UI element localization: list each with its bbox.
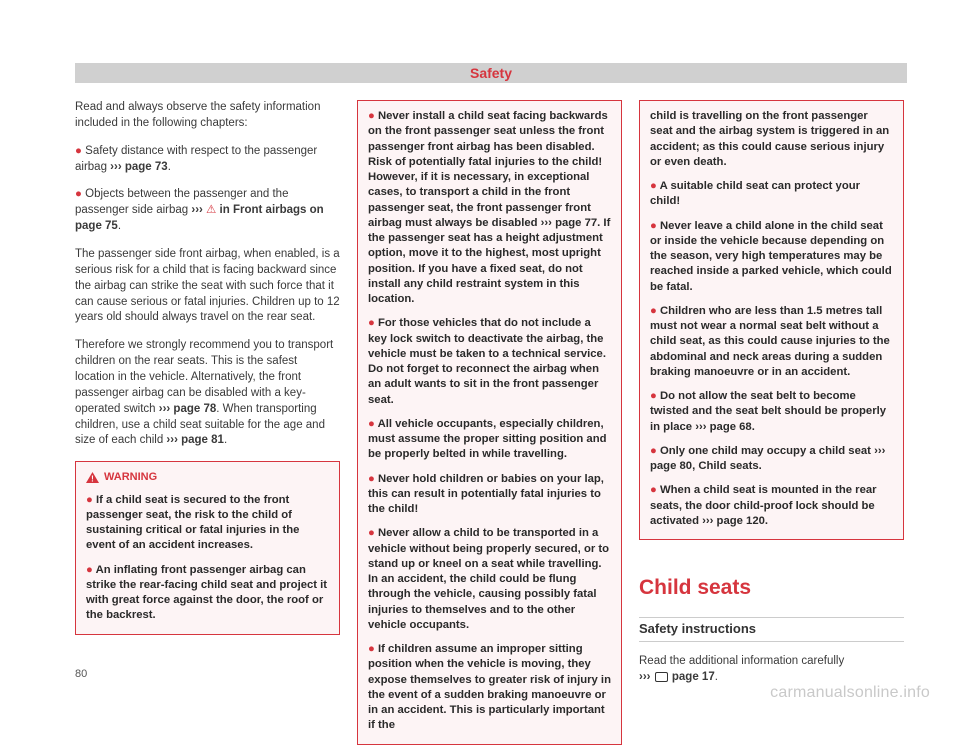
period: . [118,220,121,232]
warning-text: If children assume an improper sitting p… [368,643,611,731]
warning-text: Never install a child seat facing backwa… [368,110,608,229]
warning-item: ● Never allow a child to be transported … [368,526,611,633]
period: . [752,421,755,433]
warning-text: If a child seat is secured to the front … [86,494,299,552]
book-icon [655,672,668,682]
warning-box: ! WARNING ● If a child seat is secured t… [75,461,340,634]
warning-item: ● If a child seat is secured to the fron… [86,493,329,554]
warning-item: ● Never install a child seat facing back… [368,109,611,307]
warning-item: ● Never leave a child alone in the child… [650,219,893,295]
bullet-1: ● Safety distance with respect to the pa… [75,144,340,176]
page-ref: ››› page 78 [159,403,217,415]
warning-text: . If the passenger seat has a height adj… [368,217,610,305]
paragraph: Read the additional information carefull… [639,654,904,686]
warning-triangle-icon: ! [86,472,99,483]
warning-item: ● When a child seat is mounted in the re… [650,483,893,529]
column-2: ● Never install a child seat facing back… [357,100,622,745]
period: . [715,671,718,683]
warning-text: Children who are less than 1.5 metres ta… [650,305,890,378]
period: . [759,460,762,472]
warning-text: A suitable child seat can protect your c… [650,180,860,207]
content-columns: Read and always observe the safety infor… [75,100,907,745]
warning-box: child is travelling on the front passeng… [639,100,904,540]
warning-triangle-icon: ⚠ [206,204,216,216]
warning-item: ● Do not allow the seat belt to become t… [650,389,893,435]
period: . [168,161,171,173]
watermark: carmanualsonline.info [770,684,930,702]
warning-box: ● Never install a child seat facing back… [357,100,622,745]
bullet-2: ● Objects between the passenger and the … [75,187,340,235]
warning-item: ● If children assume an improper sitting… [368,642,611,734]
warning-item: child is travelling on the front passeng… [650,109,893,170]
bullet-dot: ● [75,145,82,157]
warning-text: child is travelling on the front passeng… [650,110,889,168]
warning-label: ! WARNING [86,470,329,485]
paragraph: The passenger side front airbag, when en… [75,247,340,326]
page-ref: ››› page 120 [702,515,765,527]
paragraph: Therefore we strongly recommend you to t… [75,338,340,449]
page-ref: ››› page 81 [166,434,224,446]
section-title: Child seats [639,574,904,603]
text: Read the additional information carefull… [639,655,844,667]
warning-text: Only one child may occupy a child seat [660,445,874,457]
warning-text: Never hold children or babies on your la… [368,473,604,516]
intro-text: Read and always observe the safety infor… [75,100,340,132]
warning-text: For those vehicles that do not include a… [368,317,606,405]
period: . [224,434,227,446]
warning-text: An inflating front passenger airbag can … [86,564,327,622]
bullet-dot: ● [75,188,82,200]
warning-text: All vehicle occupants, especially childr… [368,418,607,461]
page-ref: ››› page 73 [110,161,168,173]
warning-item: ● A suitable child seat can protect your… [650,179,893,210]
sub-title: Safety instructions [639,617,904,642]
period: . [765,515,768,527]
page-ref-chev: ››› [639,671,654,683]
warning-text: Never leave a child alone in the child s… [650,220,892,293]
warning-label-text: WARNING [104,470,157,485]
page-number: 80 [75,668,87,680]
column-3: child is travelling on the front passeng… [639,100,904,745]
warning-item: ● Only one child may occupy a child seat… [650,444,893,475]
chapter-header: Safety [75,63,907,83]
warning-text: Do not allow the seat belt to become twi… [650,390,886,433]
warning-item: ● All vehicle occupants, especially chil… [368,417,611,463]
warning-item: ● For those vehicles that do not include… [368,316,611,408]
page-ref: ››› page 68 [695,421,752,433]
page: Safety Read and always observe the safet… [0,0,960,708]
column-1: Read and always observe the safety infor… [75,100,340,745]
warning-text: Never allow a child to be transported in… [368,527,609,631]
page-ref: ››› page 77 [541,217,598,229]
warning-item: ● Never hold children or babies on your … [368,472,611,518]
warning-item: ● An inflating front passenger airbag ca… [86,563,329,624]
warning-item: ● Children who are less than 1.5 metres … [650,304,893,380]
page-ref: page 17 [669,671,715,683]
svg-text:!: ! [91,475,94,484]
page-ref-chev: ››› [191,204,206,216]
